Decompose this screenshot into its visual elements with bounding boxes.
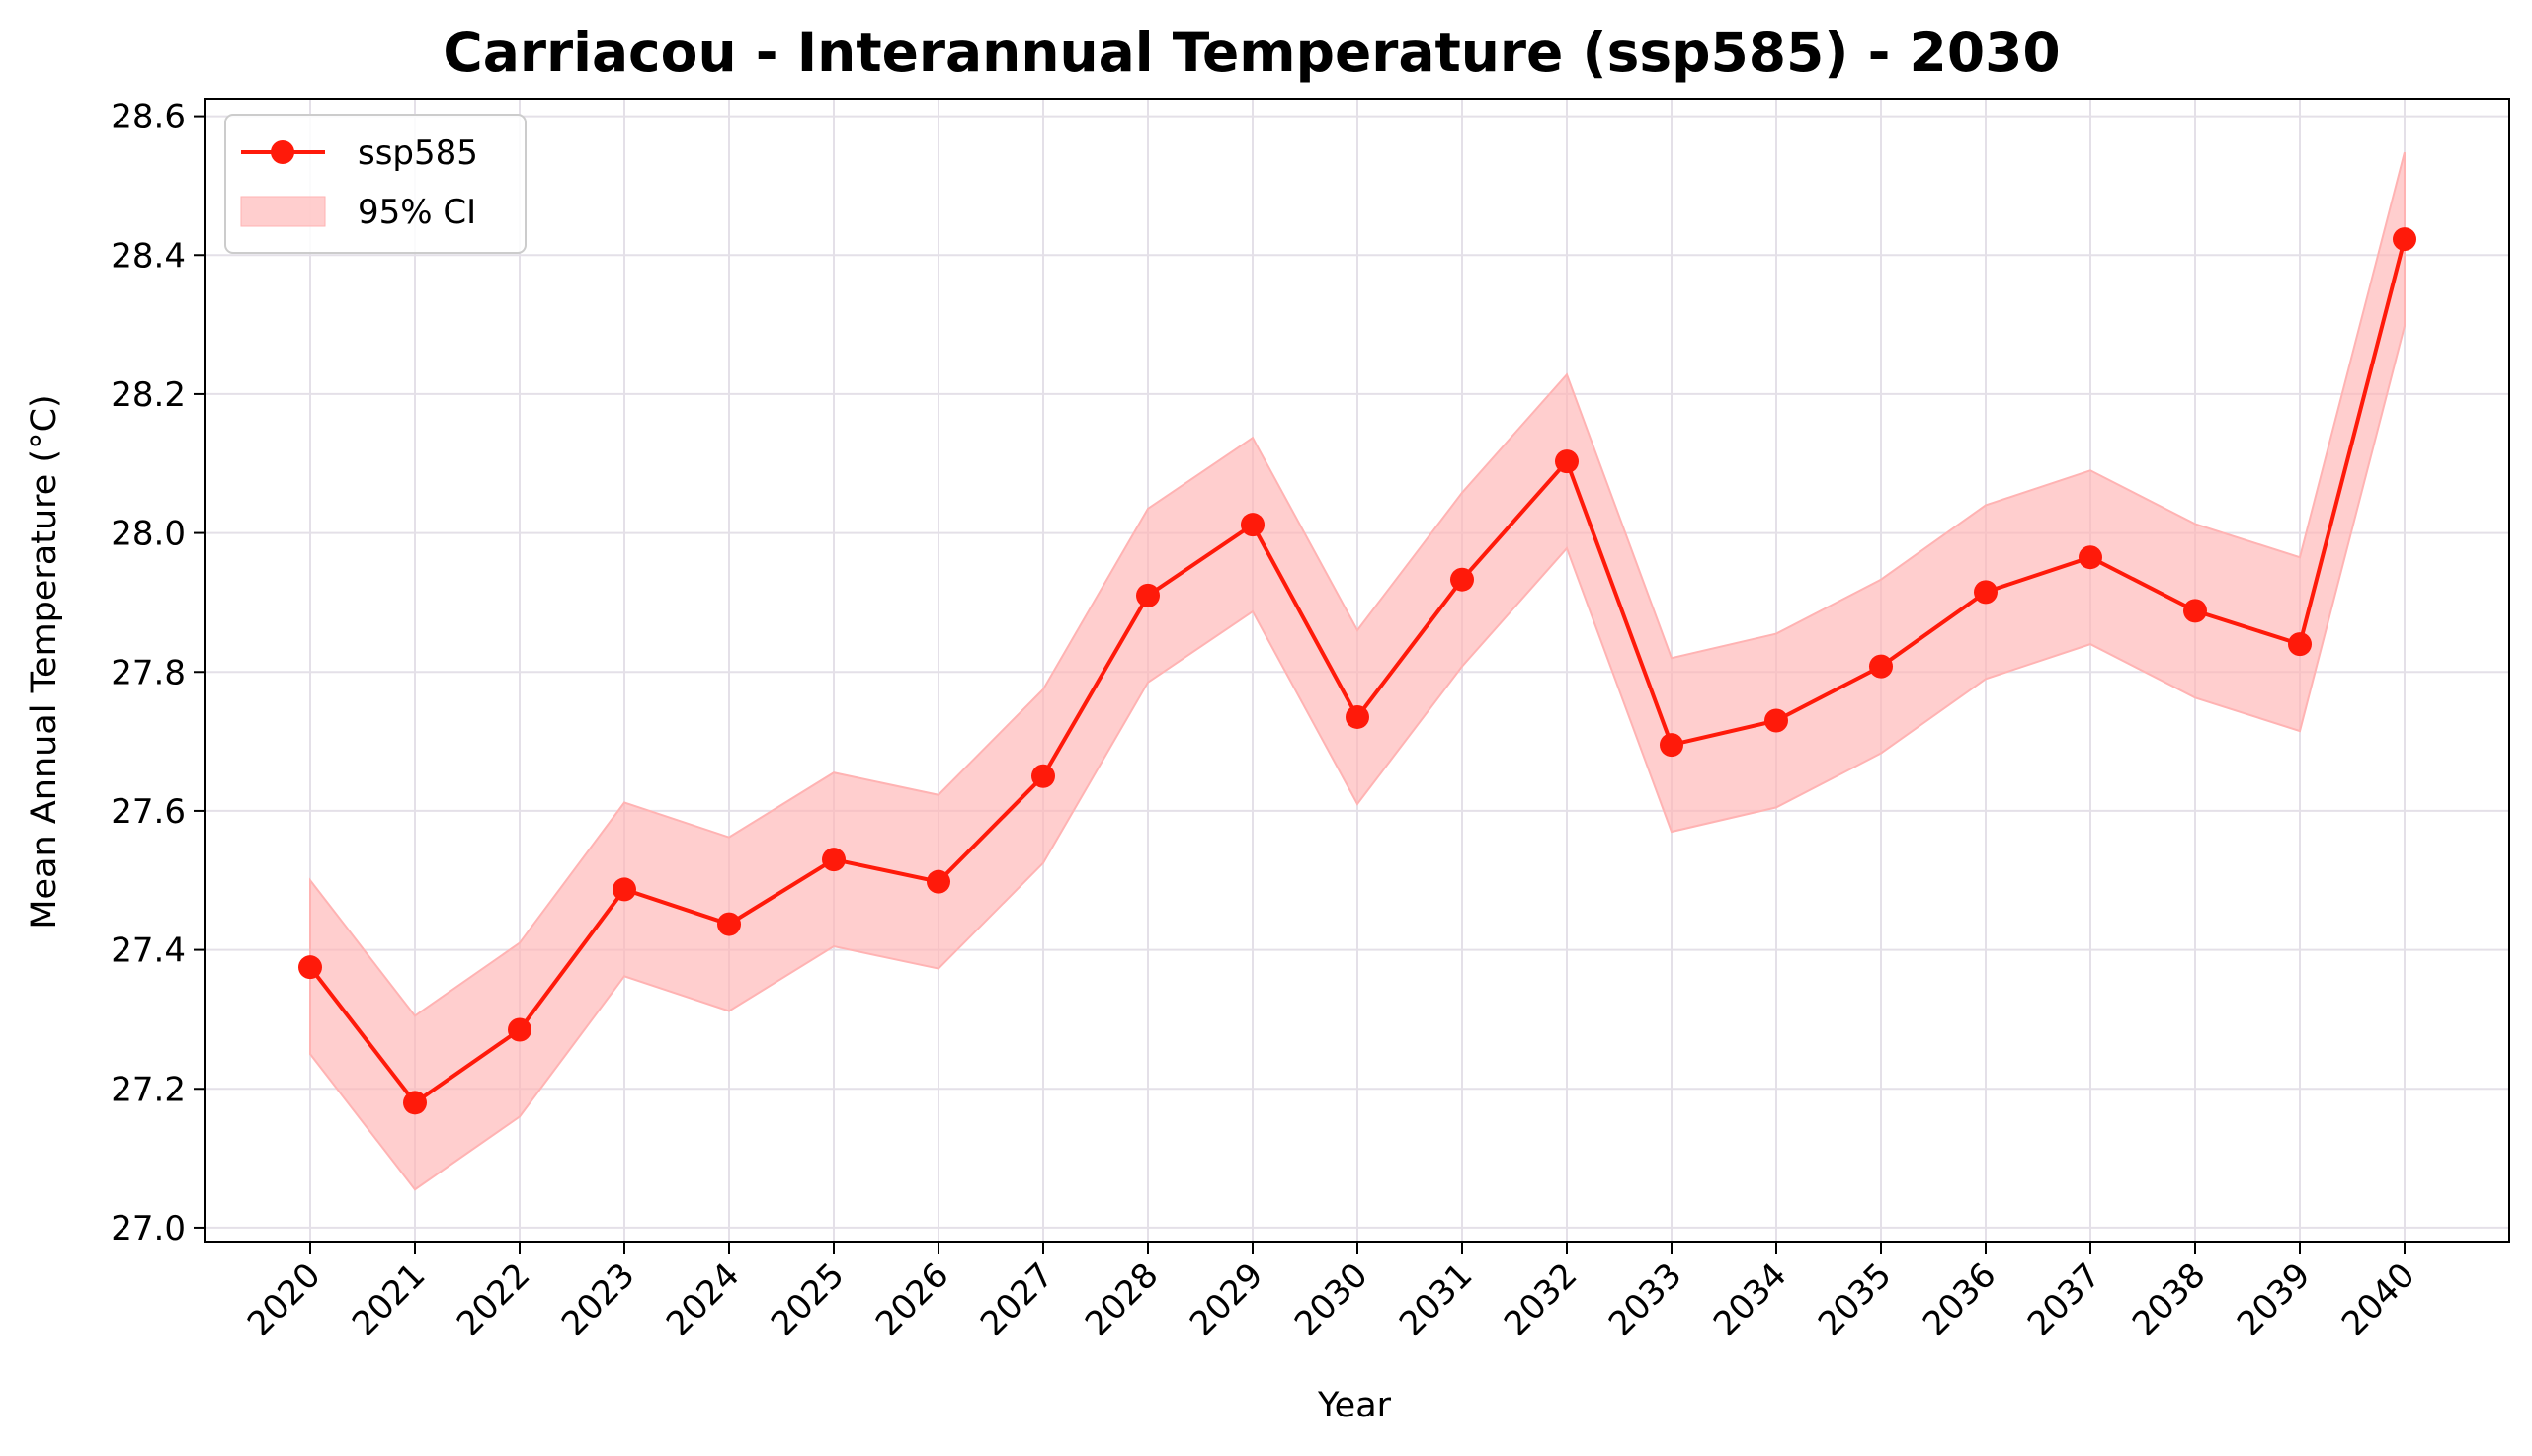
y-tick-label: 28.4 [111,236,186,276]
data-point [822,848,846,872]
data-point [2288,632,2312,657]
y-tick-label: 28.2 [111,375,186,415]
legend-label-ci: 95% CI [358,193,476,232]
legend-label-ssp585: ssp585 [358,133,478,173]
data-point [1869,654,1893,679]
data-point [2393,227,2416,252]
chart-title: Carriacou - Interannual Temperature (ssp… [443,21,2060,84]
y-tick-label: 27.8 [111,653,186,692]
ci-band [309,151,2406,1191]
ci-band-layer [309,151,2406,1191]
data-point [403,1091,427,1115]
legend: ssp585 95% CI [224,114,527,254]
data-point [1660,733,1683,758]
x-axis-label: Year [1317,1386,1392,1425]
data-point [1555,449,1579,474]
data-point [1346,704,1369,729]
data-point [2183,599,2207,623]
data-point [1241,513,1265,537]
data-point [1031,764,1055,788]
data-point [717,912,741,936]
y-axis-label: Mean Annual Temperature (°C) [25,394,64,929]
y-tick-label: 27.6 [111,792,186,832]
y-tick-label: 28.6 [111,98,186,137]
data-point [927,869,950,894]
data-point [2079,545,2102,570]
y-tick-label: 27.0 [111,1209,186,1249]
data-point [508,1017,531,1042]
data-points-layer [298,227,2416,1115]
data-point [1974,580,1998,605]
data-point [613,877,636,902]
legend-ci-swatch [240,196,326,227]
data-point [1764,708,1788,733]
data-point [298,955,322,980]
data-point [1450,567,1474,592]
y-tick-label: 27.4 [111,931,186,971]
data-point [1136,583,1160,607]
y-axis-ticks: 27.0 27.2 27.4 27.6 27.8 28.0 28.2 28.4 28.6 [111,98,205,1249]
y-tick-label: 28.0 [111,515,186,554]
legend-marker-swatch [271,140,294,164]
y-tick-label: 27.2 [111,1070,186,1109]
